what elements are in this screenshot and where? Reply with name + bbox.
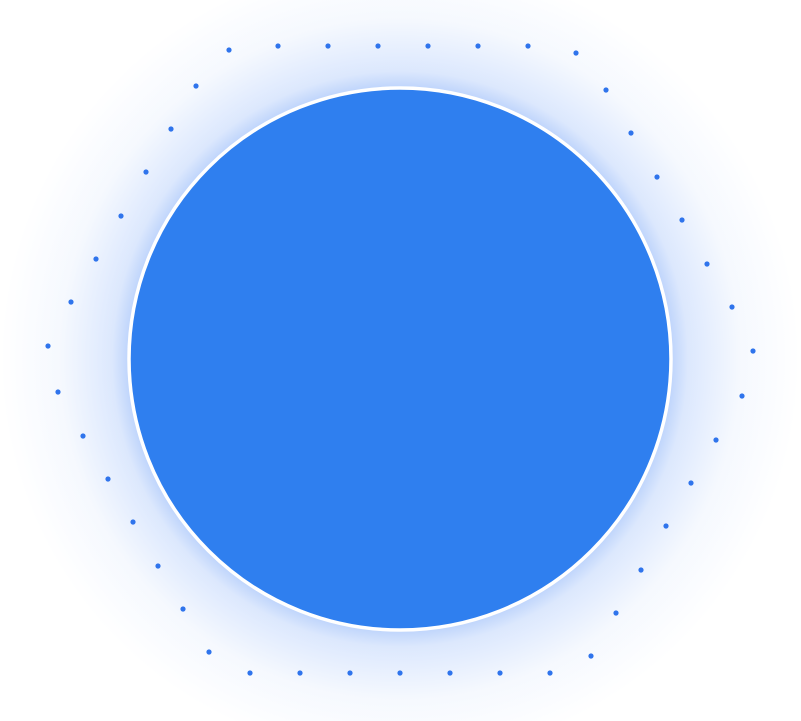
dot	[347, 670, 353, 676]
dot	[603, 87, 609, 93]
dot	[739, 393, 745, 399]
dot	[425, 43, 431, 49]
dot	[750, 348, 756, 354]
dot	[297, 670, 303, 676]
dot	[226, 47, 232, 53]
dot	[679, 217, 685, 223]
dot	[525, 43, 531, 49]
dot	[547, 670, 553, 676]
dot	[654, 174, 660, 180]
main-circle	[127, 86, 673, 632]
dot	[55, 389, 61, 395]
dot	[206, 649, 212, 655]
dot	[729, 304, 735, 310]
dot	[45, 343, 51, 349]
dot	[475, 43, 481, 49]
dot	[118, 213, 124, 219]
dotted-hexagon-outline	[45, 43, 756, 676]
dot	[168, 126, 174, 132]
dot	[180, 606, 186, 612]
dot	[130, 519, 136, 525]
dot	[573, 50, 579, 56]
dot	[588, 653, 594, 659]
dot	[497, 670, 503, 676]
dot	[663, 523, 669, 529]
dot	[628, 130, 634, 136]
dot	[247, 670, 253, 676]
dot	[325, 43, 331, 49]
dot	[397, 670, 403, 676]
dot	[80, 433, 86, 439]
dot	[105, 476, 111, 482]
dot	[93, 256, 99, 262]
dot	[193, 83, 199, 89]
dot	[638, 567, 644, 573]
dot	[688, 480, 694, 486]
dot	[713, 437, 719, 443]
dot	[275, 43, 281, 49]
dot	[143, 169, 149, 175]
dot	[375, 43, 381, 49]
dot	[155, 563, 161, 569]
dot	[68, 299, 74, 305]
dot	[704, 261, 710, 267]
dot	[447, 670, 453, 676]
dot	[613, 610, 619, 616]
